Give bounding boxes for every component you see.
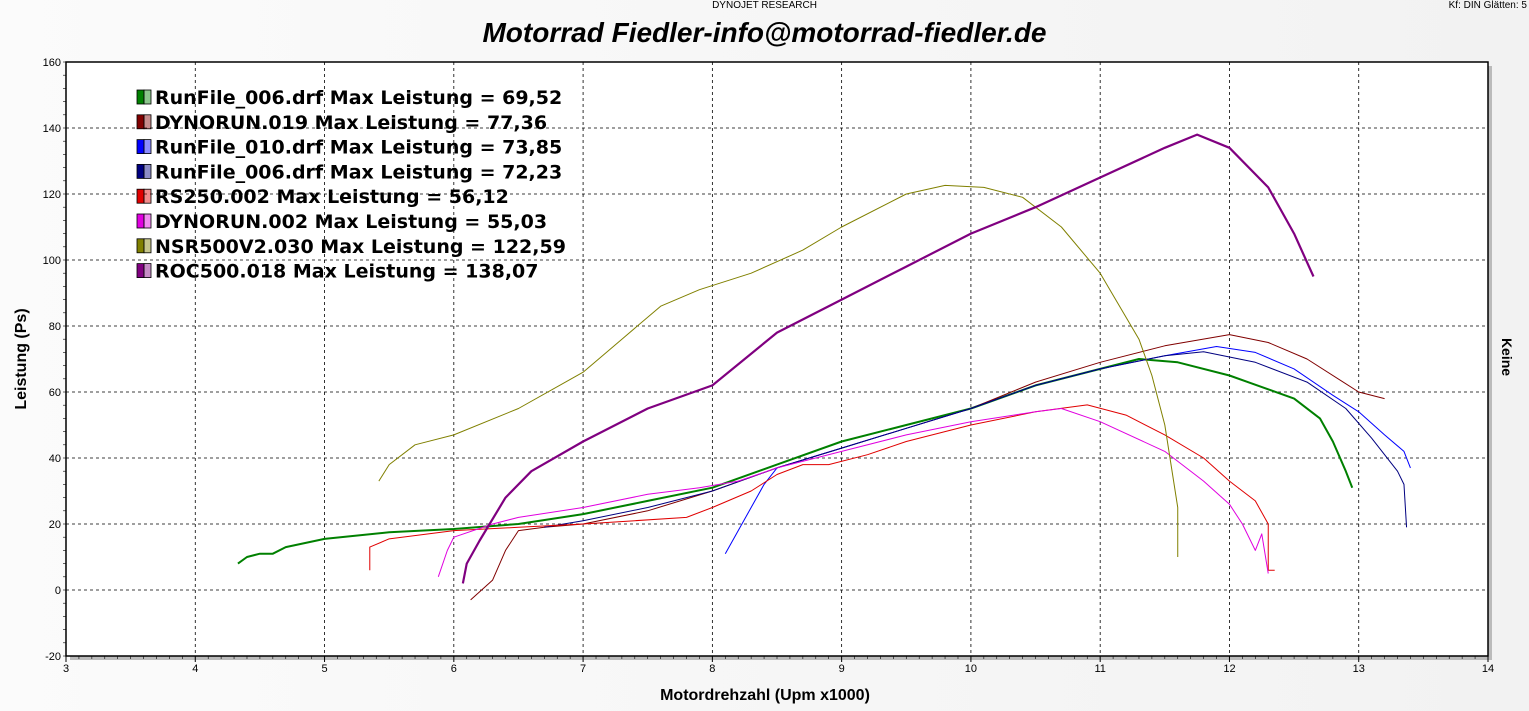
legend-swatch-light [143, 139, 152, 155]
legend-swatch [136, 139, 145, 155]
x-tick-label: 3 [63, 663, 69, 675]
series-line-6 [378, 184, 1179, 557]
legend-swatch [136, 188, 145, 204]
y-tick-label: 20 [49, 519, 61, 531]
x-tick-label: 10 [965, 663, 977, 675]
legend-swatch-light [143, 114, 152, 130]
legend-swatch [136, 89, 145, 105]
legend-swatch-light [143, 89, 152, 105]
legend-swatch-light [143, 188, 152, 204]
legend-entry: RunFile_010.drf Max Leistung = 73,85 [155, 137, 562, 159]
series-line-0 [237, 358, 1354, 565]
legend-entry: RunFile_006.drf Max Leistung = 69,52 [155, 87, 562, 109]
x-tick-label: 13 [1353, 663, 1365, 675]
y-tick-label: 140 [43, 123, 61, 135]
x-axis-label: Motordrehzahl (Upm x1000) [660, 687, 870, 704]
y-tick-label: 60 [49, 387, 61, 399]
legend-entry: RS250.002 Max Leistung = 56,12 [155, 186, 509, 208]
y-tick-label: 80 [49, 321, 61, 333]
x-tick-label: 5 [321, 663, 327, 675]
legend-swatch [136, 163, 145, 179]
legend-swatch-light [143, 263, 152, 279]
legend-swatch-light [143, 238, 152, 254]
legend-entry: ROC500.018 Max Leistung = 138,07 [155, 261, 539, 283]
legend-entry: RunFile_006.drf Max Leistung = 72,23 [155, 161, 562, 183]
x-tick-label: 14 [1482, 663, 1494, 675]
y-tick-label: 40 [49, 453, 61, 465]
legend-swatch-light [143, 213, 152, 229]
x-tick-label: 9 [839, 663, 845, 675]
x-tick-label: 7 [580, 663, 586, 675]
x-tick-label: 11 [1094, 663, 1105, 675]
legend-entry: NSR500V2.030 Max Leistung = 122,59 [155, 236, 566, 258]
y-tick-label: 120 [43, 189, 61, 201]
legend-swatch [136, 213, 145, 229]
series-line-4 [369, 404, 1275, 571]
legend-swatch-light [143, 163, 152, 179]
y-tick-label: 160 [43, 57, 61, 69]
plot-area [65, 61, 1489, 657]
header-brand: DYNOJET RESEARCH [712, 0, 817, 11]
x-tick-label: 6 [451, 663, 457, 675]
legend-swatch [136, 238, 145, 254]
legend-entry: DYNORUN.002 Max Leistung = 55,03 [155, 211, 547, 233]
legend-entry: DYNORUN.019 Max Leistung = 77,36 [155, 112, 547, 134]
x-tick-label: 8 [709, 663, 715, 675]
header-settings: Kf: DIN Glätten: 5 [1448, 0, 1527, 11]
right-axis-label: Keine [1499, 338, 1515, 376]
x-tick-label: 4 [192, 663, 198, 675]
x-tick-label: 12 [1223, 663, 1235, 675]
legend-swatch [136, 114, 145, 130]
series-line-5 [437, 408, 1269, 577]
legend-swatch [136, 263, 145, 279]
y-tick-label: 100 [43, 255, 61, 267]
y-axis-label: Leistung (Ps) [13, 308, 30, 409]
series-line-7 [461, 133, 1315, 584]
y-tick-label: 0 [55, 585, 61, 597]
series-line-3 [544, 351, 1408, 528]
chart-title: Motorrad Fiedler-info@motorrad-fiedler.d… [482, 17, 1047, 48]
y-tick-label: -20 [45, 651, 61, 663]
